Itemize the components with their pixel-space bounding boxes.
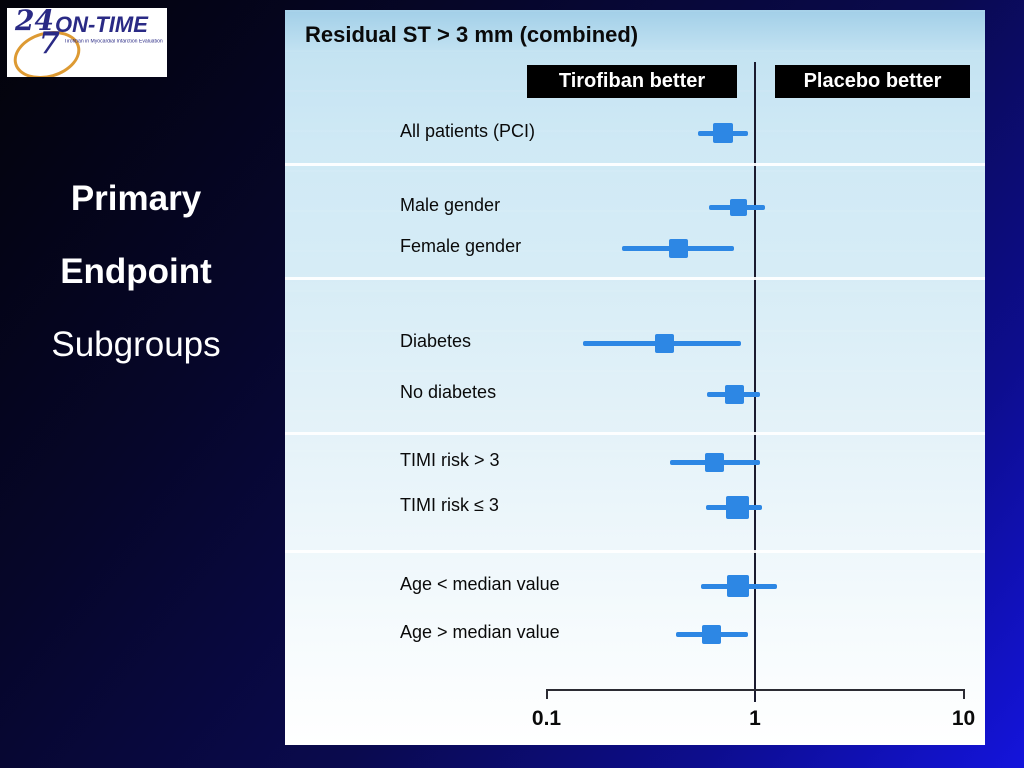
logo-brand-text: ON-TIME (55, 12, 148, 37)
slide-side-title: Primary Endpoint Subgroups (12, 162, 260, 381)
logo-7: 7 (39, 26, 60, 61)
odds-ratio-marker (669, 238, 689, 258)
subgroup-label: Diabetes (400, 331, 472, 351)
chart-title: Residual ST > 3 mm (combined) (305, 22, 639, 47)
odds-ratio-marker (712, 123, 733, 143)
forest-plot-panel: Residual ST > 3 mm (combined) Tirofiban … (285, 10, 985, 745)
odds-ratio-marker (705, 452, 725, 472)
group-separator (285, 432, 985, 435)
subgroup-label: Age > median value (400, 622, 560, 642)
logo-tagline: Tirofiban in Myocardial Infarction Evalu… (64, 39, 163, 45)
odds-ratio-marker (702, 624, 722, 644)
group-separator (285, 550, 985, 553)
subgroup-label: Female gender (400, 236, 522, 256)
subgroup-label: No diabetes (400, 382, 497, 402)
x-axis-tick-label: 0.1 (531, 707, 562, 730)
x-axis-tick (962, 689, 965, 699)
odds-ratio-marker (725, 495, 749, 519)
group-separator (285, 163, 985, 166)
x-axis-tick-label: 1 (749, 707, 761, 730)
odds-ratio-marker (727, 575, 750, 597)
reference-line-or-1 (754, 62, 756, 702)
group-separator (285, 277, 985, 280)
subgroup-label: Male gender (400, 195, 501, 215)
odds-ratio-marker (729, 198, 747, 216)
x-axis-line (546, 689, 964, 691)
x-axis-tick-label: 10 (951, 707, 976, 730)
tirofiban-better-label: Tirofiban better (527, 65, 737, 98)
subgroup-label: Age < median value (400, 574, 560, 594)
placebo-better-label: Placebo better (775, 65, 970, 98)
on-time-logo: 24 7 ON-TIME Tirofiban in Myocardial Inf… (7, 8, 167, 77)
logo-24: 24 (15, 8, 54, 37)
odds-ratio-marker (725, 384, 745, 404)
subgroup-label: TIMI risk ≤ 3 (400, 495, 499, 515)
subgroup-label: TIMI risk > 3 (400, 450, 500, 470)
x-axis-tick (545, 689, 548, 699)
side-title-line-subgroups: Subgroups (51, 325, 221, 364)
side-title-line-primary: Primary (70, 179, 202, 218)
side-title-line-endpoint: Endpoint (60, 252, 212, 291)
subgroup-label: All patients (PCI) (400, 121, 536, 141)
odds-ratio-marker (655, 333, 675, 353)
